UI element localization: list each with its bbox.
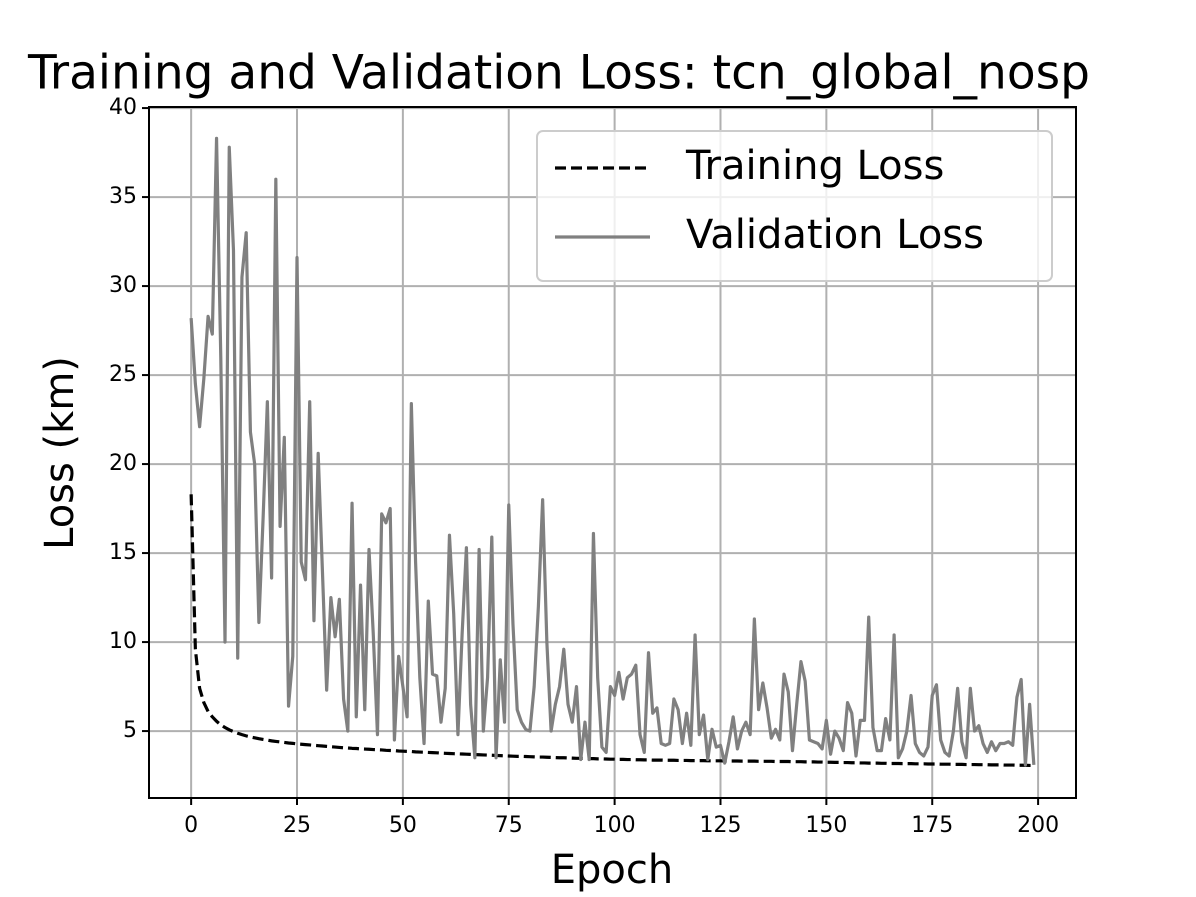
plot-frame [148, 106, 1077, 799]
x-axis-label: Epoch [551, 847, 673, 893]
legend-label: Validation Loss [686, 212, 984, 258]
y-axis-label: Loss (km) [37, 356, 83, 550]
x-tick-label: 100 [594, 813, 636, 838]
legend-label: Training Loss [685, 143, 944, 189]
y-tick-label: 30 [109, 273, 137, 298]
x-tick-label: 200 [1017, 813, 1059, 838]
x-tick-label: 150 [805, 813, 847, 838]
legend-box [536, 130, 1053, 282]
x-tick-label: 50 [389, 813, 417, 838]
x-tick-label: 25 [283, 813, 311, 838]
y-tick-label: 5 [123, 718, 137, 743]
y-tick-label: 20 [109, 451, 137, 476]
y-tick-label: 35 [109, 184, 137, 209]
y-tick-label: 25 [109, 362, 137, 387]
y-tick-label: 10 [109, 629, 137, 654]
series-line [189, 494, 1034, 768]
y-tick-label: 15 [109, 540, 137, 565]
x-tick-label: 125 [699, 813, 741, 838]
legend: Training Loss Validation Loss [536, 130, 1053, 282]
x-tick-label: 0 [184, 813, 198, 838]
chart-title: Training and Validation Loss: tcn_global… [27, 46, 1090, 101]
x-tick-label: 175 [911, 813, 953, 838]
series-line [189, 136, 1036, 767]
x-tick-label: 75 [495, 813, 523, 838]
y-tick-label: 40 [109, 95, 137, 120]
